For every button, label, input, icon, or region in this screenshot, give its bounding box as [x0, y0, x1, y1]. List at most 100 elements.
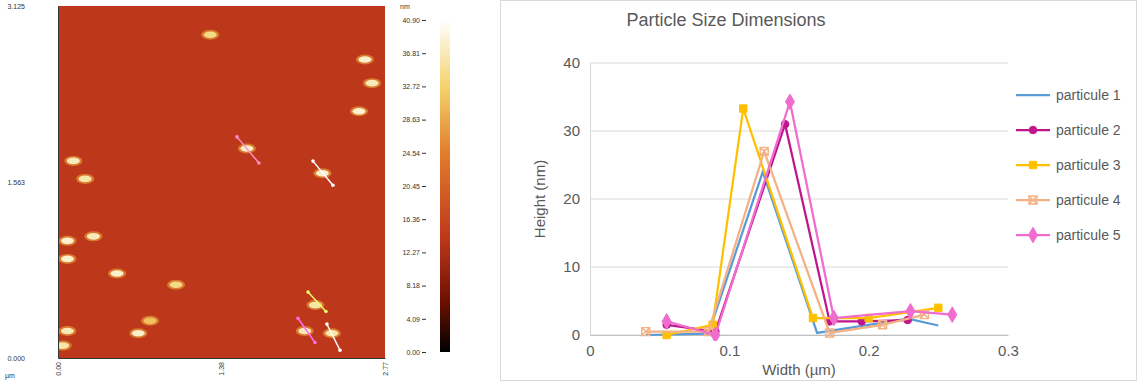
tick-label: 40.90 [402, 17, 420, 24]
x-axis-title: µm [5, 372, 15, 380]
spot-halo [58, 326, 76, 336]
marker [935, 304, 942, 311]
tick-label: 20 [563, 190, 580, 207]
series-line [646, 151, 925, 333]
legend-item: particule 3 [1016, 157, 1121, 173]
tick: 3.125 [7, 3, 58, 10]
series-line [667, 102, 953, 335]
tick-mark [422, 20, 426, 21]
grid-line [590, 267, 1008, 268]
tick-mark [422, 352, 426, 353]
tick: 1.38 [218, 358, 225, 376]
spot [144, 318, 157, 325]
spot [366, 80, 379, 87]
tick-mark [422, 86, 426, 87]
spot-halo [350, 106, 368, 116]
legend-line [1016, 94, 1050, 96]
grid-line [590, 199, 1008, 200]
spot-halo [201, 30, 219, 40]
tick-label: 0.00 [406, 349, 420, 356]
profile-end [296, 316, 300, 320]
axis-line [422, 21, 427, 353]
spot-halo [64, 156, 82, 166]
tick-label: 0.3 [998, 342, 1019, 359]
profile-end [306, 290, 310, 294]
chart-title: Particle Size Dimensions [626, 10, 825, 30]
y-axis: 010203040 [563, 54, 590, 343]
tick-mark [422, 153, 426, 154]
tick: 0.000 [7, 355, 58, 362]
legend-marker [1029, 161, 1036, 168]
tick-label: 0.000 [7, 355, 25, 362]
profile-line [327, 324, 340, 350]
legend-label: particule 3 [1056, 157, 1121, 173]
spot-halo [84, 231, 102, 241]
marker [785, 94, 794, 110]
legend-item: particule 4 [1016, 192, 1121, 208]
spot [170, 281, 183, 288]
legend-item: particule 1 [1016, 87, 1121, 103]
legend-marker [1029, 126, 1037, 134]
spot [67, 158, 80, 165]
image-background [58, 6, 385, 358]
profile-end [311, 159, 315, 163]
tick-label: 0 [586, 342, 594, 359]
spot-halo [141, 316, 159, 326]
tick-label: 36.81 [402, 50, 420, 57]
tick: 10 [563, 258, 590, 275]
profile-end [324, 310, 328, 314]
line-chart: 01020304000.10.20.3Particle Size Dimensi… [501, 1, 1137, 381]
profile-end [235, 135, 239, 139]
chart-frame [501, 1, 1137, 381]
tick: 20.45 [402, 183, 426, 190]
marker [829, 310, 838, 326]
spot-halo [58, 236, 76, 246]
spot-halo [108, 269, 126, 279]
legend-marker [1029, 196, 1037, 204]
tick-label: 20.45 [402, 183, 420, 190]
colorbar-axis: 0.004.098.1812.2716.3620.4524.5428.6332.… [402, 17, 426, 356]
tick: 28.63 [402, 116, 426, 123]
spot [61, 238, 74, 245]
tick-label: 30 [563, 122, 580, 139]
plot-area [642, 94, 957, 341]
series-line [667, 124, 908, 331]
tick: 0 [586, 335, 594, 359]
colorbar-title: nm [400, 3, 410, 10]
tick: 0.1 [719, 335, 740, 359]
spot-halo [76, 174, 94, 184]
profile-line [313, 161, 333, 185]
tick-label: 16.36 [402, 216, 420, 223]
tick-label: 40 [563, 54, 580, 71]
marker [760, 147, 768, 155]
marker [740, 105, 747, 112]
profile-end [338, 348, 342, 352]
marker [826, 329, 834, 337]
tick-label: 12.27 [402, 249, 420, 256]
spot-halo [58, 254, 76, 264]
tick: 0.00 [55, 358, 62, 376]
y-axis-title: Height (nm) [531, 160, 548, 238]
tick: 20 [563, 190, 590, 207]
tick-label: 4.09 [406, 316, 420, 323]
tick-mark [422, 53, 426, 54]
profile-line [298, 318, 315, 342]
x-axis-title: Width (µm) [762, 361, 836, 378]
tick-mark [422, 286, 426, 287]
tick: 32.72 [402, 83, 426, 90]
profile-end [313, 341, 317, 345]
marker [948, 307, 957, 323]
marker [879, 321, 887, 329]
axis-line [59, 358, 386, 359]
legend-label: particule 4 [1056, 192, 1121, 208]
tick-label: 2.77 [382, 362, 389, 376]
spot [61, 328, 74, 335]
tick-mark [422, 252, 426, 253]
tick: 24.54 [402, 150, 426, 157]
tick-label: 3.125 [7, 3, 25, 10]
profile-line [308, 292, 326, 311]
spot-halo [58, 341, 72, 351]
axis-line [58, 7, 59, 359]
spot [61, 256, 74, 263]
x-axis: 0.00 1.38 2.77 [55, 358, 389, 376]
